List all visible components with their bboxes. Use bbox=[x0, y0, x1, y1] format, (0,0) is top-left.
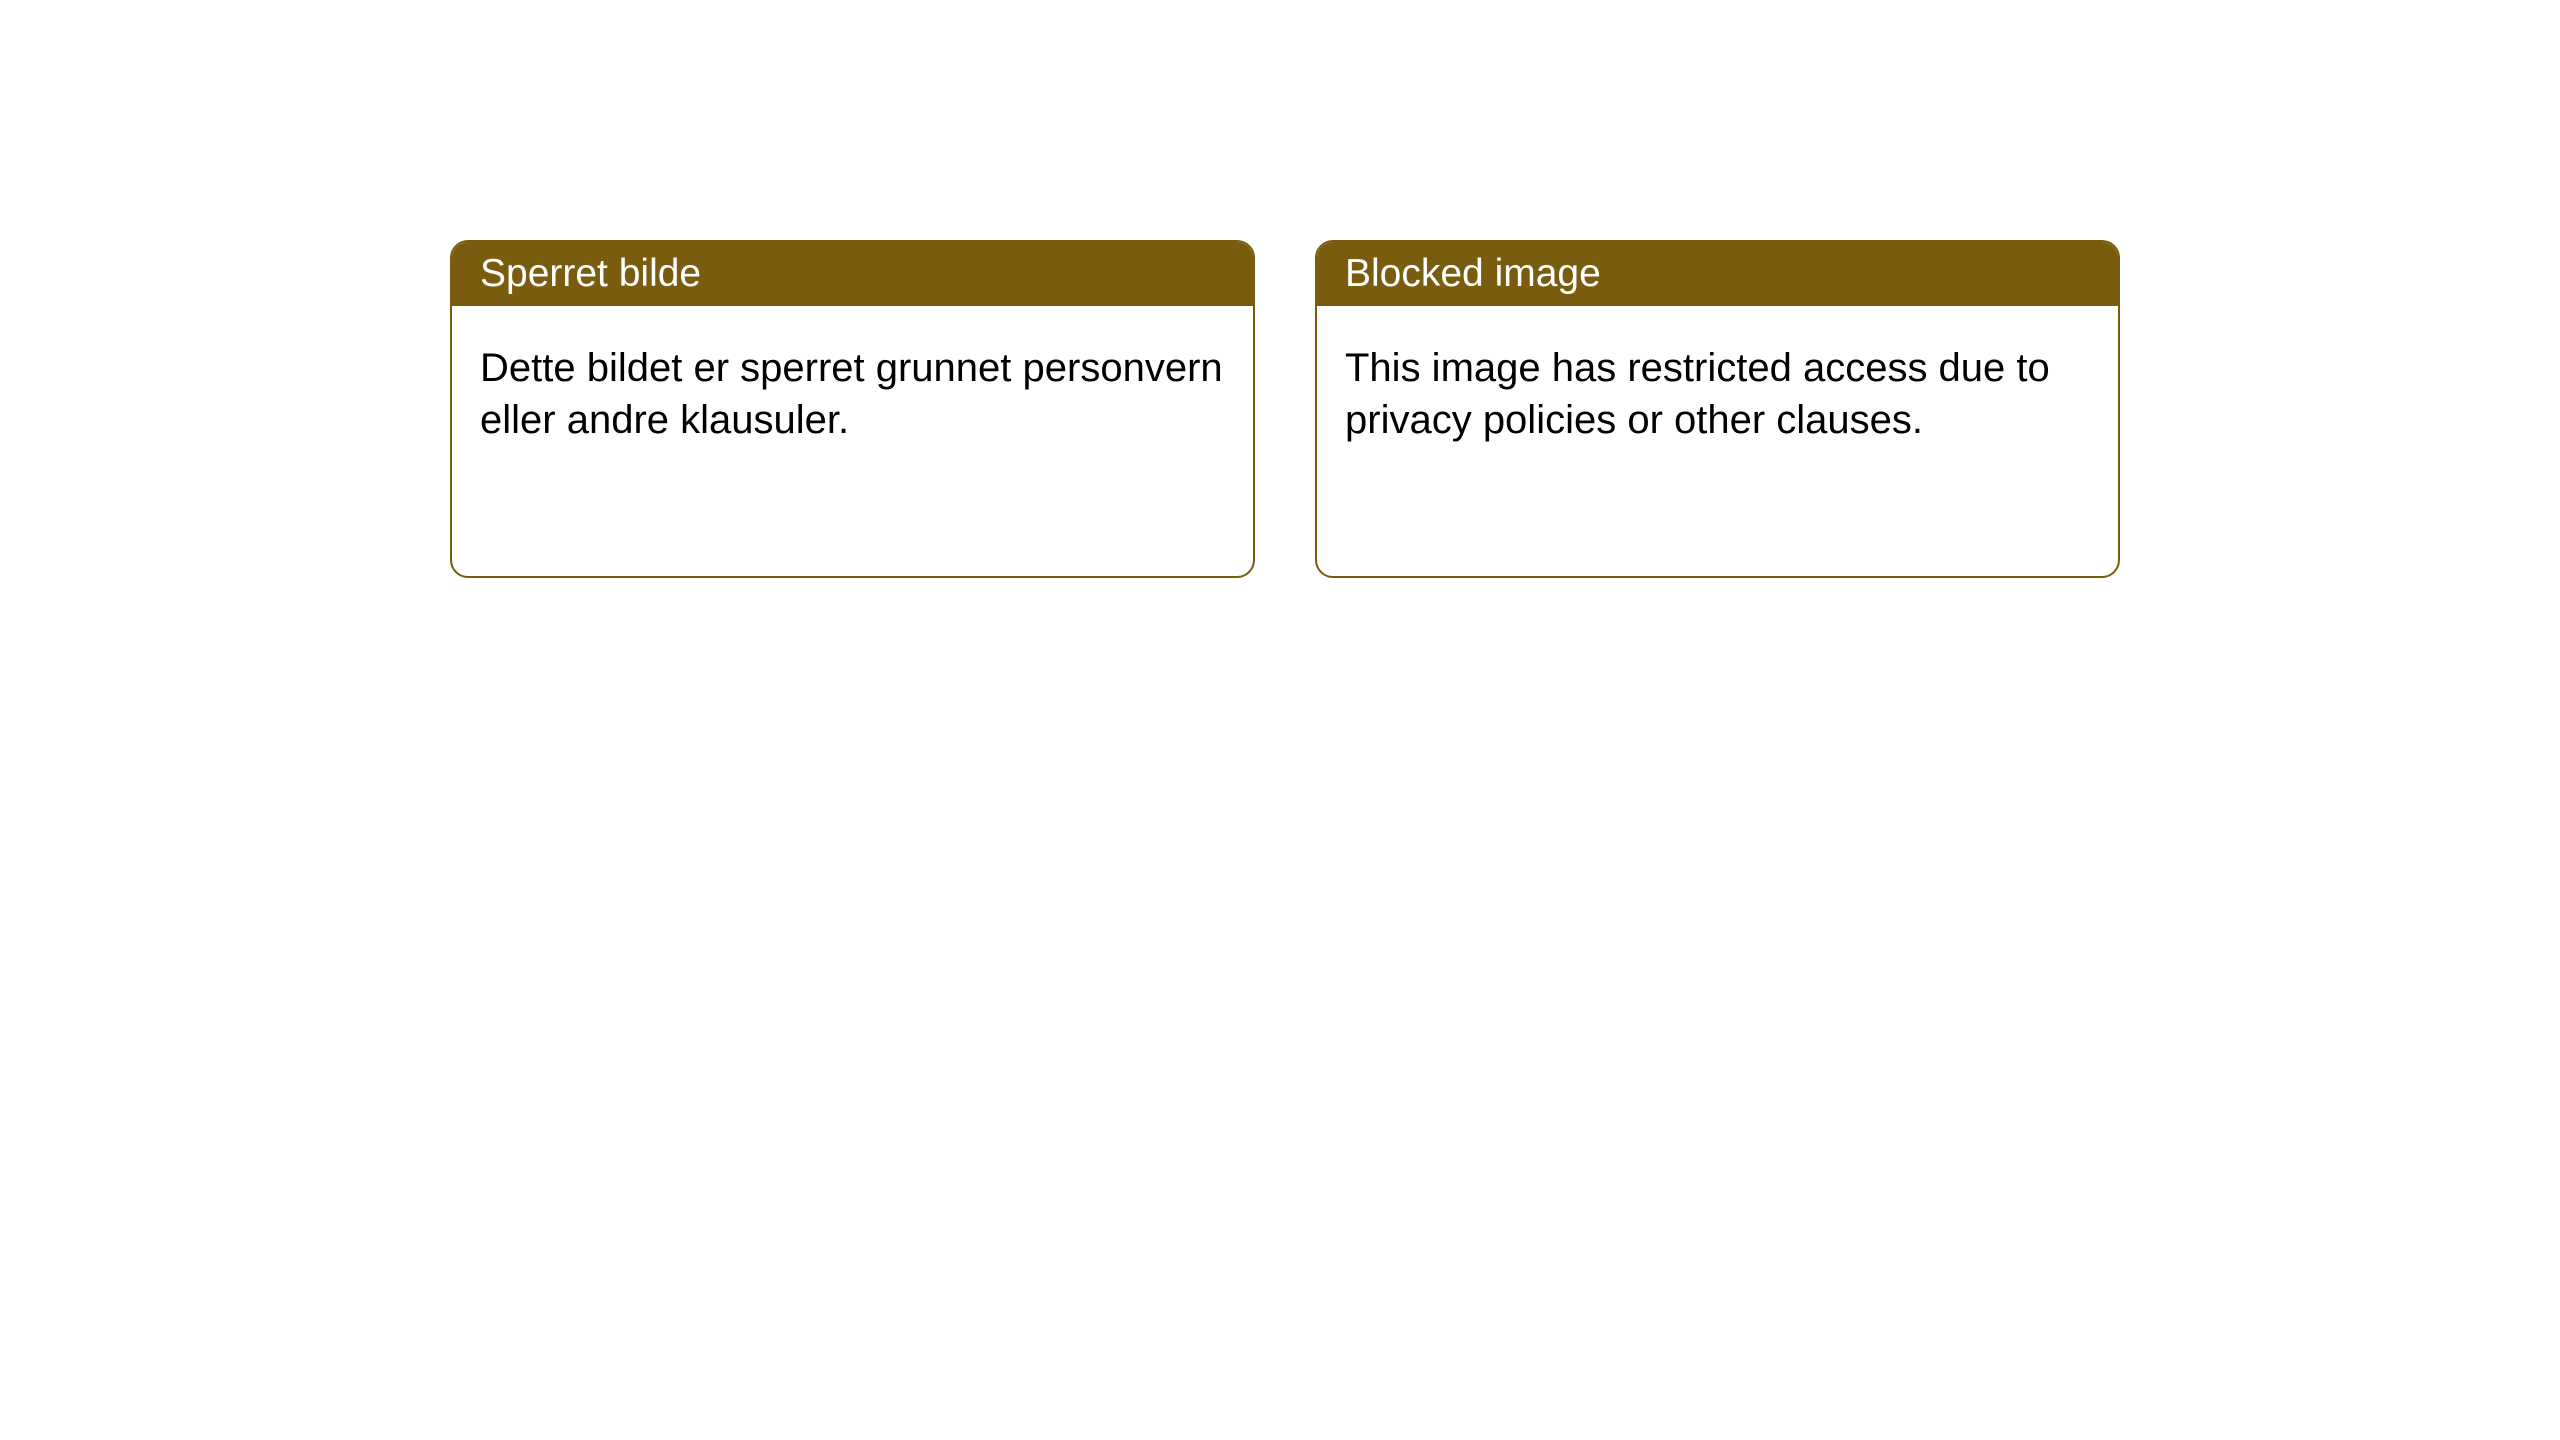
notice-card-english: Blocked image This image has restricted … bbox=[1315, 240, 2120, 578]
notice-header: Blocked image bbox=[1317, 242, 2118, 306]
notice-header: Sperret bilde bbox=[452, 242, 1253, 306]
notice-body: This image has restricted access due to … bbox=[1317, 306, 2118, 482]
notice-body: Dette bildet er sperret grunnet personve… bbox=[452, 306, 1253, 482]
notice-card-norwegian: Sperret bilde Dette bildet er sperret gr… bbox=[450, 240, 1255, 578]
notice-container: Sperret bilde Dette bildet er sperret gr… bbox=[0, 0, 2560, 578]
